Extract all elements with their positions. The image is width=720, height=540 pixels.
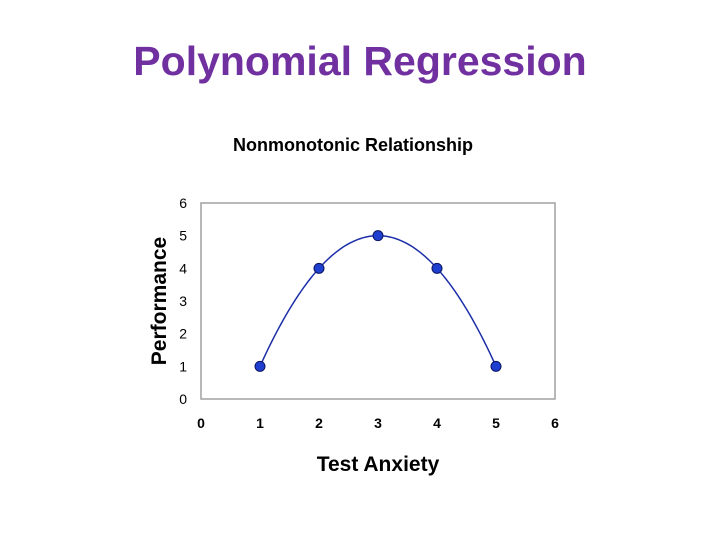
data-point <box>254 360 266 372</box>
y-tick-label: 6 <box>179 195 187 211</box>
x-axis-label: Test Anxiety <box>317 453 440 476</box>
data-points <box>254 230 502 372</box>
x-tick-labels: 0 1 2 3 4 5 6 <box>197 415 559 431</box>
data-point <box>431 262 443 274</box>
slide-title: Polynomial Regression <box>133 38 587 84</box>
x-tick-label: 0 <box>197 415 205 431</box>
y-tick-label: 2 <box>179 326 187 342</box>
data-point <box>372 230 384 242</box>
x-tick-label: 1 <box>256 415 264 431</box>
x-tick-label: 3 <box>374 415 382 431</box>
chart-title: Nonmonotonic Relationship <box>233 135 473 155</box>
x-tick-label: 6 <box>551 415 559 431</box>
x-tick-label: 2 <box>315 415 323 431</box>
y-tick-label: 1 <box>179 358 187 374</box>
y-tick-labels: 0 1 2 3 4 5 6 <box>179 195 187 407</box>
y-tick-label: 4 <box>179 260 187 276</box>
y-tick-label: 5 <box>179 228 187 244</box>
x-tick-label: 5 <box>492 415 500 431</box>
y-axis-label: Performance <box>148 237 171 365</box>
y-tick-label: 0 <box>179 391 187 407</box>
data-point <box>490 360 502 372</box>
y-tick-label: 3 <box>179 293 187 309</box>
x-tick-label: 4 <box>433 415 441 431</box>
data-point <box>313 262 325 274</box>
